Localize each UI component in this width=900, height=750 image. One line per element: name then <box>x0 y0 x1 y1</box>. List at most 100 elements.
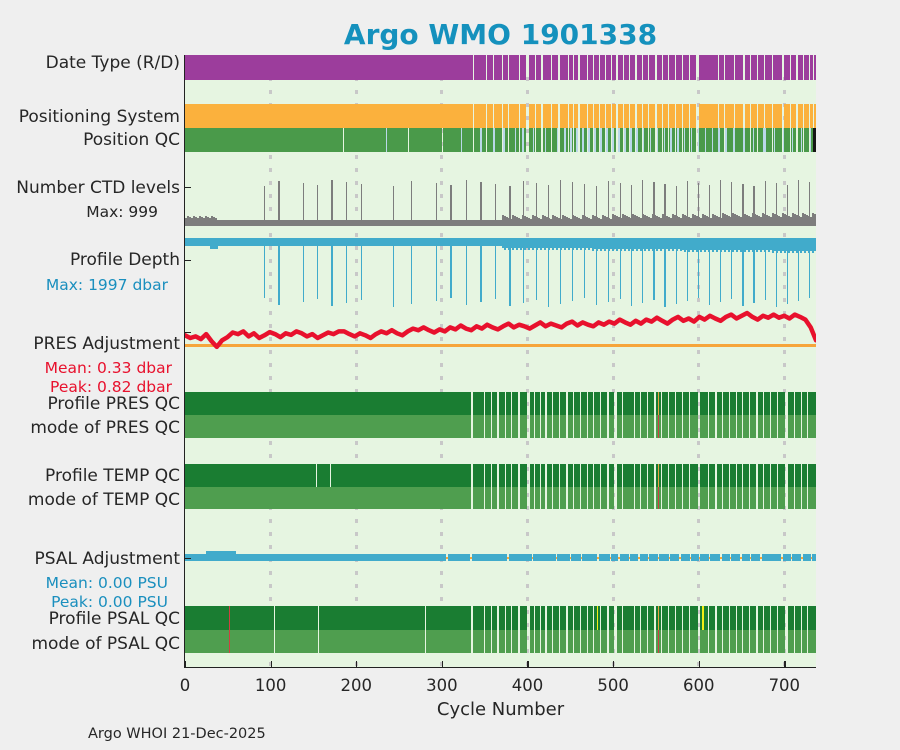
ctd-noise <box>582 215 584 220</box>
ctd-noise <box>560 219 562 220</box>
psal-qc-mode <box>560 630 566 653</box>
ctd-noise <box>718 217 720 220</box>
pres-qc-dark <box>519 392 527 415</box>
temp-qc-mode <box>700 487 709 509</box>
band-position-qc <box>690 128 697 152</box>
position-qc-stripe <box>386 128 388 152</box>
psal-qc-dark <box>512 606 519 630</box>
psal-adjustment-line <box>771 554 781 561</box>
depth-noise <box>592 246 594 251</box>
depth-spike <box>278 246 280 305</box>
psal-qc-mode <box>676 630 683 653</box>
pres-qc-dark <box>601 392 608 415</box>
temp-qc-dark <box>750 464 757 487</box>
psal-qc-dark <box>729 606 736 630</box>
pres-qc-mode <box>499 415 506 438</box>
temp-qc-dark <box>690 464 698 487</box>
pres-qc-mode <box>648 415 655 438</box>
ctd-noise <box>600 219 602 220</box>
ctd-noise <box>195 217 197 220</box>
psal-qc-mark <box>228 606 231 630</box>
position-qc-stripe <box>774 128 776 152</box>
position-qc-stripe <box>697 128 700 152</box>
band-positioning <box>719 104 725 128</box>
psal-qc-mode <box>787 630 794 653</box>
temp-qc-dark <box>484 464 491 487</box>
temp-qc-dark <box>512 464 519 487</box>
depth-noise <box>658 246 660 249</box>
depth-spike <box>720 246 722 302</box>
pres-qc-dark <box>802 392 808 415</box>
psal-qc-mode <box>668 630 675 653</box>
depth-noise <box>676 246 678 251</box>
pres-qc-dark <box>708 392 715 415</box>
depth-noise <box>654 246 656 249</box>
band-date-type <box>560 55 568 80</box>
band-positioning <box>744 104 751 128</box>
position-qc-stripe <box>480 128 482 152</box>
ctd-noise <box>542 215 544 220</box>
ctd-noise <box>546 217 548 220</box>
depth-noise <box>778 246 780 251</box>
band-positioning <box>643 104 649 128</box>
depth-noise <box>582 246 584 248</box>
temp-qc-dark <box>676 464 683 487</box>
depth-noise <box>788 246 790 253</box>
ctd-noise <box>706 216 708 220</box>
depth-noise <box>600 246 602 251</box>
psal-adjustment-line <box>680 554 691 561</box>
position-qc-stripe <box>564 128 566 152</box>
pres-qc-dark <box>547 392 553 415</box>
temp-qc-mode <box>499 487 506 509</box>
y-label-psal-adj: PSAL Adjustment <box>34 549 180 569</box>
position-qc-stripe <box>460 128 462 152</box>
depth-noise <box>750 246 752 250</box>
ctd-noise <box>684 215 686 220</box>
band-date-type <box>568 55 573 80</box>
pres-qc-mode <box>530 415 535 438</box>
band-date-type <box>662 55 668 80</box>
temp-qc-mode <box>588 487 594 509</box>
ctd-noise <box>796 215 798 220</box>
ctd-noise <box>742 213 744 220</box>
position-qc-stripe <box>612 128 614 152</box>
psal-qc-mode <box>628 630 634 653</box>
position-qc-stripe <box>649 128 652 152</box>
ctd-spike <box>607 181 610 220</box>
pres-qc-dark <box>700 392 709 415</box>
position-qc-stripe <box>514 128 516 152</box>
temp-qc-dark <box>553 464 560 487</box>
pres-qc-mode <box>743 415 750 438</box>
temp-qc-dark <box>617 464 622 487</box>
psal-qc-dark <box>708 606 715 630</box>
position-qc-stripe <box>656 128 659 152</box>
ctd-noise <box>780 217 782 220</box>
ctd-noise <box>716 216 718 220</box>
temp-qc-dark <box>668 464 675 487</box>
temp-qc-mode <box>661 487 668 509</box>
depth-noise <box>652 246 654 251</box>
ctd-spike <box>595 186 598 220</box>
pres-qc-dark <box>635 392 641 415</box>
band-date-type <box>618 55 624 80</box>
band-positioning <box>573 104 578 128</box>
temp-qc-mode <box>530 487 535 509</box>
y-label-profile-pres-qc: Profile PRES QC <box>47 394 180 414</box>
depth-noise <box>502 246 504 248</box>
ctd-noise <box>700 218 702 220</box>
psal-adjustment-line <box>185 554 447 561</box>
pres-qc-dark <box>716 392 722 415</box>
psal-qc-dark <box>648 606 655 630</box>
ctd-noise <box>768 216 770 220</box>
depth-spike <box>509 246 511 306</box>
pres-qc-mode <box>553 415 560 438</box>
psal-qc-mode <box>700 630 709 653</box>
band-position-qc <box>773 128 782 152</box>
ctd-noise <box>536 217 538 220</box>
psal-qc-dark <box>628 606 634 630</box>
ctd-noise <box>664 215 666 220</box>
band-date-type <box>712 55 718 80</box>
psal-qc-dark <box>668 606 675 630</box>
depth-noise <box>512 246 514 250</box>
ctd-spike <box>536 183 538 220</box>
